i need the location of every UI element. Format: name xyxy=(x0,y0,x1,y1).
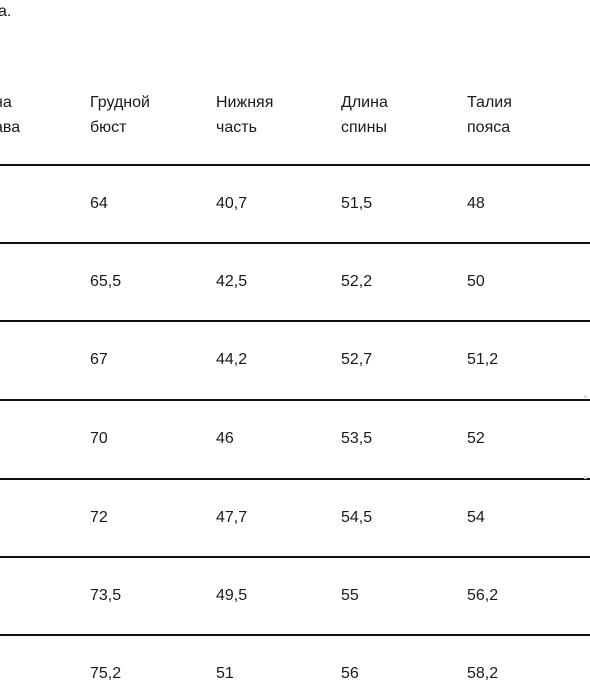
header-col-1-line-2: бюст xyxy=(90,119,127,136)
table-cell: 54 xyxy=(467,509,485,526)
row-divider xyxy=(0,399,590,401)
table-cell: 52,2 xyxy=(341,273,373,290)
header-col-0-line-2: ава xyxy=(0,119,21,136)
table-cell: 75,2 xyxy=(90,665,122,682)
table-cell: 56 xyxy=(341,665,359,682)
header-col-2-line-1: Нижняя xyxy=(216,94,274,111)
table-cell: 65,5 xyxy=(90,273,122,290)
table-cell: 56,2 xyxy=(467,587,499,604)
table-cell: 53,5 xyxy=(341,430,373,447)
header-col-3-line-1: Длина xyxy=(341,94,388,111)
row-divider xyxy=(0,164,590,166)
table-cell: 51 xyxy=(216,665,234,682)
header-col-1: Грудной бюст xyxy=(90,90,150,140)
table-cell: 72 xyxy=(90,509,108,526)
row-divider xyxy=(0,242,590,244)
header-col-3: Длина спины xyxy=(341,90,388,140)
table-cell: 42,5 xyxy=(216,273,248,290)
header-col-4: Талия пояса xyxy=(467,90,512,140)
table-cell: 64 xyxy=(90,195,108,212)
table-cell: 40,7 xyxy=(216,195,248,212)
table-cell: 54,5 xyxy=(341,509,373,526)
table-cell: 73,5 xyxy=(90,587,122,604)
table-cell: 52 xyxy=(467,430,485,447)
table-cell: 50 xyxy=(467,273,485,290)
table-cell: 51,5 xyxy=(341,195,373,212)
header-col-1-line-1: Грудной xyxy=(90,94,150,111)
table-cell: 44,2 xyxy=(216,351,248,368)
header-col-0: на ава xyxy=(0,90,20,140)
table-cell: 67 xyxy=(90,351,108,368)
table-cell: 51,2 xyxy=(467,351,499,368)
row-divider xyxy=(0,556,590,558)
row-divider xyxy=(0,478,590,480)
header-col-4-line-1: Талия xyxy=(467,94,512,111)
table-cell: 46 xyxy=(216,430,234,447)
row-divider xyxy=(0,634,590,636)
edge-artifact xyxy=(584,395,587,398)
table-cell: 47,7 xyxy=(216,509,248,526)
header-col-3-line-2: спины xyxy=(341,119,387,136)
header-col-0-line-1: на xyxy=(0,94,12,111)
table-cell: 58,2 xyxy=(467,665,499,682)
table-cell: 52,7 xyxy=(341,351,373,368)
table-cell: 55 xyxy=(341,587,359,604)
header-col-4-line-2: пояса xyxy=(467,119,511,136)
row-divider xyxy=(0,320,590,322)
table-cell: 70 xyxy=(90,430,108,447)
top-text-fragment: а. xyxy=(0,3,12,20)
table-cell: 49,5 xyxy=(216,587,248,604)
table-cell: 48 xyxy=(467,195,485,212)
header-col-2-line-2: часть xyxy=(216,119,257,136)
edge-artifact xyxy=(584,476,587,479)
header-col-2: Нижняя часть xyxy=(216,90,273,140)
